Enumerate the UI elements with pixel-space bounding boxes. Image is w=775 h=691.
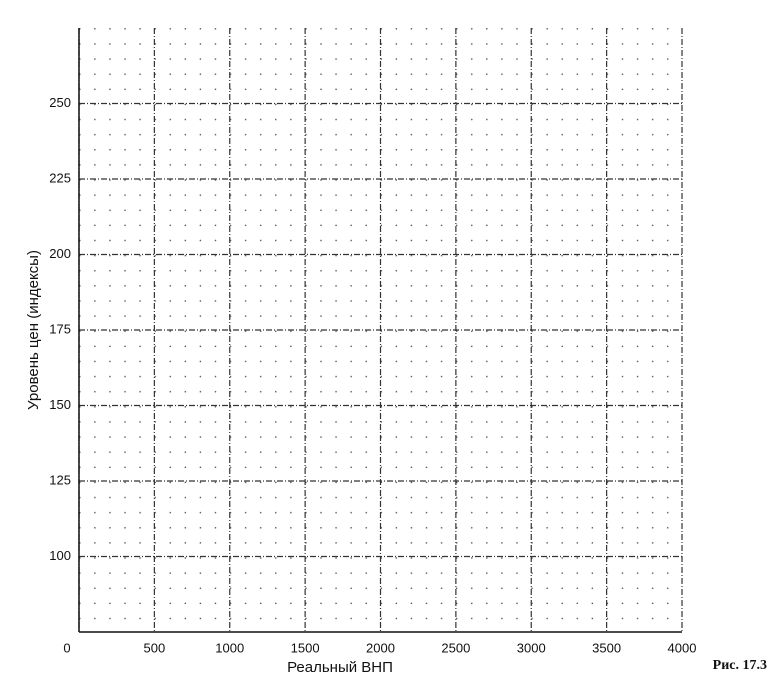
y-tick-label: 150 xyxy=(49,397,71,412)
x-axis-label: Реальный ВНП xyxy=(287,659,393,676)
y-tick-label: 225 xyxy=(49,170,71,185)
x-tick-label: 500 xyxy=(144,640,166,655)
x-tick-label: 2500 xyxy=(441,640,470,655)
x-tick-label: 1500 xyxy=(291,640,320,655)
x-tick-label: 1000 xyxy=(215,640,244,655)
figure-caption: Рис. 17.3 xyxy=(713,658,767,673)
x-tick-label: 4000 xyxy=(668,640,697,655)
x-tick-label: 3000 xyxy=(517,640,546,655)
x-tick-label: 2000 xyxy=(366,640,395,655)
x-tick-label: 0 xyxy=(63,640,70,655)
y-axis-label: Уровень цен (индексы) xyxy=(25,250,42,410)
y-tick-label: 200 xyxy=(49,246,71,261)
y-tick-label: 125 xyxy=(49,472,71,487)
y-tick-label: 250 xyxy=(49,95,71,110)
x-tick-label: 3500 xyxy=(592,640,621,655)
y-tick-label: 100 xyxy=(49,548,71,563)
y-tick-label: 175 xyxy=(49,321,71,336)
